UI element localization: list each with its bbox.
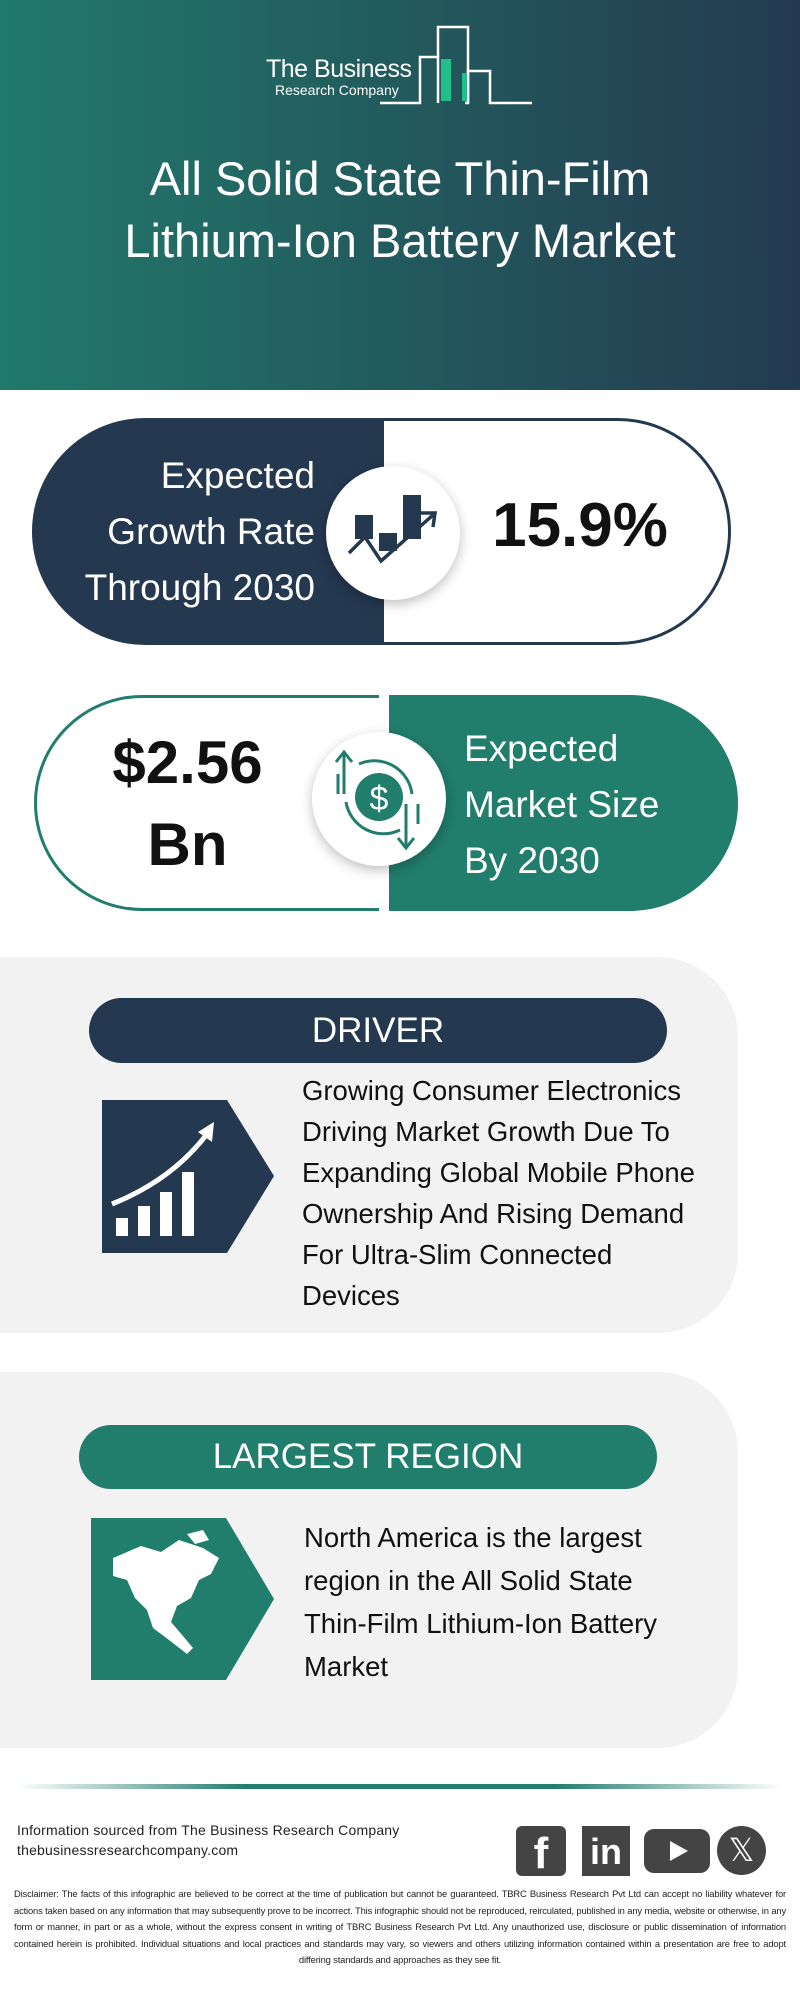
divider	[18, 1784, 782, 1789]
x-icon[interactable]: 𝕏	[717, 1826, 766, 1875]
building-logo-icon	[380, 25, 532, 105]
growth-rate-label-panel	[32, 418, 384, 645]
north-america-map-icon	[91, 1518, 274, 1680]
linkedin-icon[interactable]: in	[582, 1826, 630, 1876]
website-link[interactable]: thebusinessresearchcompany.com	[17, 1842, 239, 1858]
header-banner: The Business Research Company All Solid …	[0, 0, 800, 390]
market-size-label-panel	[389, 695, 738, 911]
growth-rate-value: 15.9%	[492, 491, 668, 560]
growth-rate-label: Expected Growth Rate Through 2030	[84, 455, 315, 608]
driver-text: Growing Consumer Electronics Driving Mar…	[302, 1075, 695, 1311]
market-size-label: Expected Market Size By 2030	[464, 728, 660, 881]
region-heading: LARGEST REGION	[79, 1425, 657, 1489]
market-size-value-panel	[34, 695, 379, 911]
market-size-value: $2.56 Bn	[112, 729, 263, 878]
growth-chart-icon	[326, 466, 460, 600]
page-title: All Solid State Thin-Film Lithium-Ion Ba…	[124, 152, 676, 267]
growth-rate-value-panel	[383, 418, 731, 645]
youtube-icon[interactable]	[644, 1829, 710, 1873]
svg-text:$: $	[370, 780, 389, 818]
facebook-icon[interactable]: f	[516, 1826, 566, 1878]
dollar-cycle-icon: $	[312, 732, 446, 866]
rising-bar-chart-icon	[102, 1100, 274, 1253]
source-info: Information sourced from The Business Re…	[17, 1822, 400, 1858]
disclaimer: Disclaimer: The facts of this infographi…	[14, 1888, 786, 1965]
company-logo: The Business Research Company	[0, 0, 800, 110]
region-text: North America is the largest region in t…	[304, 1522, 658, 1682]
driver-heading: DRIVER	[89, 998, 667, 1063]
